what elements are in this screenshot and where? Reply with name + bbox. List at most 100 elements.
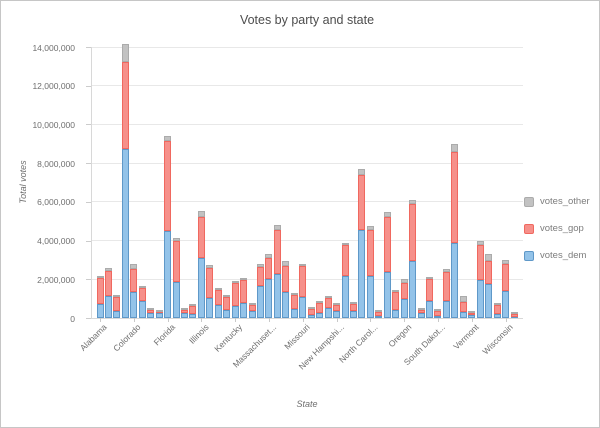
bar-segment-votes_gop-maryland[interactable] [257,267,265,286]
bar-segment-votes_other-maine[interactable] [248,302,256,305]
bar-segment-votes_gop-nevada[interactable] [324,297,332,308]
bar-segment-votes_dem-maryland[interactable] [257,285,265,318]
bar-segment-votes_dem-mississippi[interactable] [290,308,298,318]
bar-segment-votes_dem-washington[interactable] [485,284,493,318]
bar-segment-votes_dem-district-of-columbia[interactable] [155,312,163,318]
bar-segment-votes_dem-iowa[interactable] [214,305,222,318]
bar-segment-votes_dem-texas[interactable] [451,242,459,318]
bar-segment-votes_dem-arizona[interactable] [104,295,112,318]
bar-segment-votes_dem-alabama[interactable] [96,303,104,318]
bar-segment-votes_dem-new-jersey[interactable] [341,276,349,318]
bar-segment-votes_other-florida[interactable] [164,135,172,142]
bar-segment-votes_other-connecticut[interactable] [138,285,146,288]
bar-segment-votes_gop-louisiana[interactable] [240,280,248,303]
bar-segment-votes_other-south-dakota[interactable] [434,309,442,312]
bar-segment-votes_gop-texas[interactable] [451,152,459,243]
bar-segment-votes_gop-mississippi[interactable] [290,295,298,309]
bar-segment-votes_other-arkansas[interactable] [113,295,121,298]
bar-segment-votes_other-kentucky[interactable] [231,280,239,283]
legend-item-votes_gop[interactable]: votes_gop [524,223,590,234]
bar-segment-votes_dem-california[interactable] [121,148,129,318]
bar-segment-votes_dem-oregon[interactable] [400,298,408,318]
bar-segment-votes_other-california[interactable] [121,43,129,62]
bar-segment-votes_gop-illinois[interactable] [197,216,205,259]
bar-segment-votes_dem-hawaii[interactable] [180,312,188,318]
bar-segment-votes_other-colorado[interactable] [130,264,138,269]
bar-segment-votes_gop-virginia[interactable] [476,245,484,280]
bar-segment-votes_dem-illinois[interactable] [197,258,205,318]
bar-segment-votes_other-new-jersey[interactable] [341,243,349,246]
bar-segment-votes_other-iowa[interactable] [214,287,222,290]
bar-segment-votes_dem-colorado[interactable] [130,292,138,318]
bar-segment-votes_dem-rhode-island[interactable] [417,313,425,318]
bar-segment-votes_dem-utah[interactable] [459,312,467,318]
bar-segment-votes_dem-florida[interactable] [164,230,172,318]
bar-segment-votes_gop-west-virginia[interactable] [493,304,501,315]
bar-segment-votes_gop-arizona[interactable] [104,271,112,296]
bar-segment-votes_dem-montana[interactable] [307,314,315,318]
bar-segment-votes_dem-michigan[interactable] [273,274,281,318]
bar-segment-votes_dem-ohio[interactable] [383,271,391,318]
bar-segment-votes_dem-kentucky[interactable] [231,305,239,318]
bar-segment-votes_other-arizona[interactable] [104,268,112,272]
bar-segment-votes_dem-wisconsin[interactable] [502,291,510,318]
bar-segment-votes_other-north-dakota[interactable] [375,310,383,312]
bar-segment-votes_gop-utah[interactable] [459,302,467,312]
bar-segment-votes_gop-rhode-island[interactable] [417,309,425,314]
bar-segment-votes_other-louisiana[interactable] [240,278,248,281]
bar-segment-votes_gop-florida[interactable] [164,141,172,231]
bar-segment-votes_other-new-york[interactable] [358,168,366,176]
bar-segment-votes_other-district-of-columbia[interactable] [155,310,163,313]
bar-segment-votes_other-west-virginia[interactable] [493,302,501,305]
bar-segment-votes_other-oklahoma[interactable] [392,289,400,292]
bar-segment-votes_gop-idaho[interactable] [189,306,197,315]
bar-segment-votes_other-wyoming[interactable] [510,311,518,314]
bar-segment-votes_dem-vermont[interactable] [468,314,476,318]
bar-segment-votes_gop-michigan[interactable] [273,229,281,275]
bar-segment-votes_other-idaho[interactable] [189,304,197,307]
bar-segment-votes_other-georgia[interactable] [172,238,180,242]
bar-segment-votes_other-utah[interactable] [459,296,467,303]
bar-segment-votes_gop-pennsylvania[interactable] [409,203,417,262]
bar-segment-votes_dem-georgia[interactable] [172,281,180,318]
bar-segment-votes_dem-north-carolina[interactable] [366,275,374,318]
bar-segment-votes_gop-iowa[interactable] [214,289,222,306]
bar-segment-votes_gop-ohio[interactable] [383,216,391,272]
bar-segment-votes_other-pennsylvania[interactable] [409,199,417,204]
bar-segment-votes_gop-washington[interactable] [485,260,493,285]
legend-item-votes_other[interactable]: votes_other [524,196,590,207]
bar-segment-votes_other-nevada[interactable] [324,295,332,298]
bar-segment-votes_dem-new-hampshire[interactable] [333,311,341,318]
bar-segment-votes_gop-alabama[interactable] [96,278,104,304]
bar-segment-votes_other-tennessee[interactable] [442,269,450,272]
bar-segment-votes_gop-vermont[interactable] [468,312,476,315]
bar-segment-votes_gop-colorado[interactable] [130,268,138,293]
bar-segment-votes_dem-virginia[interactable] [476,279,484,318]
bar-segment-votes_other-rhode-island[interactable] [417,307,425,310]
bar-segment-votes_gop-oklahoma[interactable] [392,291,400,310]
bar-segment-votes_dem-connecticut[interactable] [138,300,146,318]
bar-segment-votes_gop-delaware[interactable] [147,309,155,314]
bar-segment-votes_gop-minnesota[interactable] [282,265,290,292]
bar-segment-votes_dem-idaho[interactable] [189,314,197,318]
bar-segment-votes_dem-missouri[interactable] [299,297,307,318]
bar-segment-votes_other-washington[interactable] [485,253,493,261]
bar-segment-votes_dem-new-mexico[interactable] [349,310,357,318]
bar-segment-votes_gop-kansas[interactable] [223,296,231,310]
bar-segment-votes_other-missouri[interactable] [299,263,307,267]
bar-segment-votes_other-delaware[interactable] [147,307,155,310]
bar-segment-votes_other-virginia[interactable] [476,240,484,246]
bar-segment-votes_other-minnesota[interactable] [282,261,290,266]
bar-segment-votes_dem-arkansas[interactable] [113,310,121,318]
bar-segment-votes_gop-north-carolina[interactable] [366,229,374,276]
bar-segment-votes_other-massachusetts[interactable] [265,253,273,259]
bar-segment-votes_other-hawaii[interactable] [180,308,188,311]
bar-segment-votes_dem-west-virginia[interactable] [493,314,501,318]
legend-item-votes_dem[interactable]: votes_dem [524,250,590,261]
bar-segment-votes_dem-nevada[interactable] [324,307,332,318]
bar-segment-votes_other-indiana[interactable] [206,265,214,268]
bar-segment-votes_other-illinois[interactable] [197,210,205,217]
bar-segment-votes_other-ohio[interactable] [383,211,391,217]
bar-segment-votes_gop-connecticut[interactable] [138,287,146,301]
bar-segment-votes_other-michigan[interactable] [273,225,281,230]
